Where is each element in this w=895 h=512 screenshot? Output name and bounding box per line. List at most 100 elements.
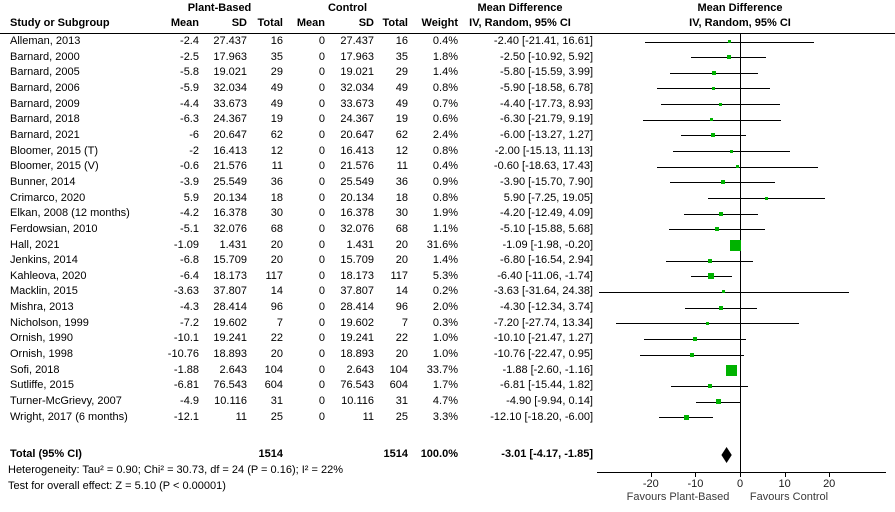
study-name: Bloomer, 2015 (V) xyxy=(10,160,99,173)
total-label: Total (95% CI) xyxy=(10,448,82,460)
control-total-cell: 604 xyxy=(389,379,408,392)
control-sd-cell: 16.378 xyxy=(340,207,374,220)
control-sd-cell: 1.431 xyxy=(346,238,374,251)
control-total-cell: 7 xyxy=(401,316,408,329)
total-row: Total (95% CI) 1514 1514 100.0% -3.01 [-… xyxy=(0,447,895,462)
study-name: Ornish, 1990 xyxy=(10,332,73,345)
total-cell: 604 xyxy=(264,379,283,392)
weight-cell: 31.6% xyxy=(426,238,458,251)
total-cell: 49 xyxy=(270,97,283,110)
weight-cell: 0.2% xyxy=(432,285,458,298)
study-name: Ferdowsian, 2010 xyxy=(10,222,98,235)
control-total-cell: 20 xyxy=(395,348,408,361)
effect-marker xyxy=(729,239,741,251)
sd-cell: 28.414 xyxy=(213,301,247,314)
weight-cell: 1.4% xyxy=(432,254,458,267)
control-mean-cell: 0 xyxy=(318,81,325,94)
ci-cell: -6.81 [-15.44, 1.82] xyxy=(500,379,593,392)
control-mean-cell: 0 xyxy=(318,175,325,188)
study-name: Elkan, 2008 (12 months) xyxy=(10,207,130,220)
sd-cell: 18.173 xyxy=(213,269,247,282)
table-row: Hall, 2021 -1.09 1.431 20 0 1.431 20 31.6% -1.09… xyxy=(0,238,895,253)
effect-marker xyxy=(712,70,717,75)
ci-cell: -1.09 [-1.98, -0.20] xyxy=(502,238,594,251)
effect-marker xyxy=(683,414,689,420)
weight-cell: 0.8% xyxy=(432,144,458,157)
weight-cell: 5.3% xyxy=(432,269,458,282)
x-axis-tick xyxy=(650,472,652,477)
study-name: Nicholson, 1999 xyxy=(10,316,89,329)
control-sd-cell: 32.076 xyxy=(340,222,374,235)
weight-cell: 3.3% xyxy=(432,410,458,423)
control-mean-cell: 0 xyxy=(318,332,325,345)
mean-cell: -4.2 xyxy=(180,207,199,220)
control-mean-cell: 0 xyxy=(318,348,325,361)
sd-cell: 19.021 xyxy=(213,66,247,79)
x-axis-tick-label: 0 xyxy=(736,478,744,490)
table-row: Bunner, 2014 -3.9 25.549 36 0 25.549 36 0.9% -3.… xyxy=(0,175,895,190)
mean-cell: -2.5 xyxy=(180,50,199,63)
control-mean-cell: 0 xyxy=(318,66,325,79)
sd-cell: 18.893 xyxy=(213,348,247,361)
control-mean-cell: 0 xyxy=(318,316,325,329)
control-mean-cell: 0 xyxy=(318,269,325,282)
study-name: Macklin, 2015 xyxy=(10,285,78,298)
control-mean-cell: 0 xyxy=(318,395,325,408)
control-mean-cell: 0 xyxy=(318,207,325,220)
effect-marker xyxy=(707,383,712,388)
effect-marker xyxy=(764,196,768,200)
ci-cell: -5.90 [-18.58, 6.78] xyxy=(500,81,593,94)
study-name: Barnard, 2018 xyxy=(10,113,80,126)
effect-marker xyxy=(708,273,715,280)
group-header-plant-based-label: Plant-Based xyxy=(187,2,252,14)
ci-cell: -4.30 [-12.34, 3.74] xyxy=(500,301,593,314)
sd-cell: 21.576 xyxy=(213,160,247,173)
study-name: Turner-McGrievy, 2007 xyxy=(10,395,122,408)
weight-cell: 2.4% xyxy=(432,128,458,141)
total-cell: 20 xyxy=(270,254,283,267)
control-mean-cell: 0 xyxy=(318,379,325,392)
control-sd-cell: 27.437 xyxy=(340,35,374,47)
ci-cell: -3.90 [-15.70, 7.90] xyxy=(500,175,593,188)
table-row: Alleman, 2013 -2.4 27.437 16 0 27.437 16 0.4% -2… xyxy=(0,34,895,49)
study-name: Alleman, 2013 xyxy=(10,35,81,47)
sd-cell: 10.116 xyxy=(214,395,247,408)
favours-right-label: Favours Control xyxy=(749,491,829,503)
table-row: Barnard, 2000 -2.5 17.963 35 0 17.963 35 1.8% -2… xyxy=(0,50,895,65)
control-mean-cell: 0 xyxy=(318,222,325,235)
total-cell: 20 xyxy=(270,238,283,251)
group-header-control-label: Control xyxy=(327,2,368,14)
weight-cell: 0.4% xyxy=(432,35,458,47)
total-cell: 62 xyxy=(270,128,283,141)
control-mean-cell: 0 xyxy=(318,254,325,267)
table-row: Ornish, 1990 -10.1 19.241 22 0 19.241 22 1.0% -1… xyxy=(0,331,895,346)
table-row: Turner-McGrievy, 2007 -4.9 10.116 31 0 10.116… xyxy=(0,394,895,409)
control-sd-cell: 33.673 xyxy=(340,97,374,110)
total-cell: 14 xyxy=(270,285,283,298)
mean-cell: -10.76 xyxy=(167,348,199,361)
heterogeneity-note: Heterogeneity: Tau² = 0.90; Chi² = 30.73… xyxy=(8,464,343,476)
control-total-cell: 19 xyxy=(395,113,408,126)
weight-cell: 33.7% xyxy=(426,363,458,376)
x-axis-tick xyxy=(695,472,697,477)
sd-cell: 32.076 xyxy=(213,222,247,235)
control-mean-cell: 0 xyxy=(318,160,325,173)
control-total-cell: 12 xyxy=(395,144,408,157)
total-cell: 36 xyxy=(270,175,283,188)
control-sd-cell: 19.021 xyxy=(340,66,374,79)
control-total-cell: 104 xyxy=(389,363,408,376)
control-total-cell: 31 xyxy=(395,395,408,408)
weight-cell: 2.0% xyxy=(432,301,458,314)
weight-cell: 1.0% xyxy=(432,348,458,361)
control-sd-cell: 11 xyxy=(362,410,374,423)
weight-cell: 0.8% xyxy=(432,81,458,94)
ci-cell: -4.20 [-12.49, 4.09] xyxy=(500,207,593,220)
weight-cell: 0.3% xyxy=(432,316,458,329)
ci-cell: -6.30 [-21.79, 9.19] xyxy=(500,113,593,126)
ci-cell: -12.10 [-18.20, -6.00] xyxy=(490,410,593,423)
control-total-cell: 49 xyxy=(395,81,408,94)
control-sd-cell: 20.134 xyxy=(340,191,374,204)
table-row: Sutliffe, 2015 -6.81 76.543 604 0 76.543 604 1.… xyxy=(0,378,895,393)
control-sd-cell: 20.647 xyxy=(340,128,374,141)
ci-cell: -3.63 [-31.64, 24.38] xyxy=(493,285,593,298)
